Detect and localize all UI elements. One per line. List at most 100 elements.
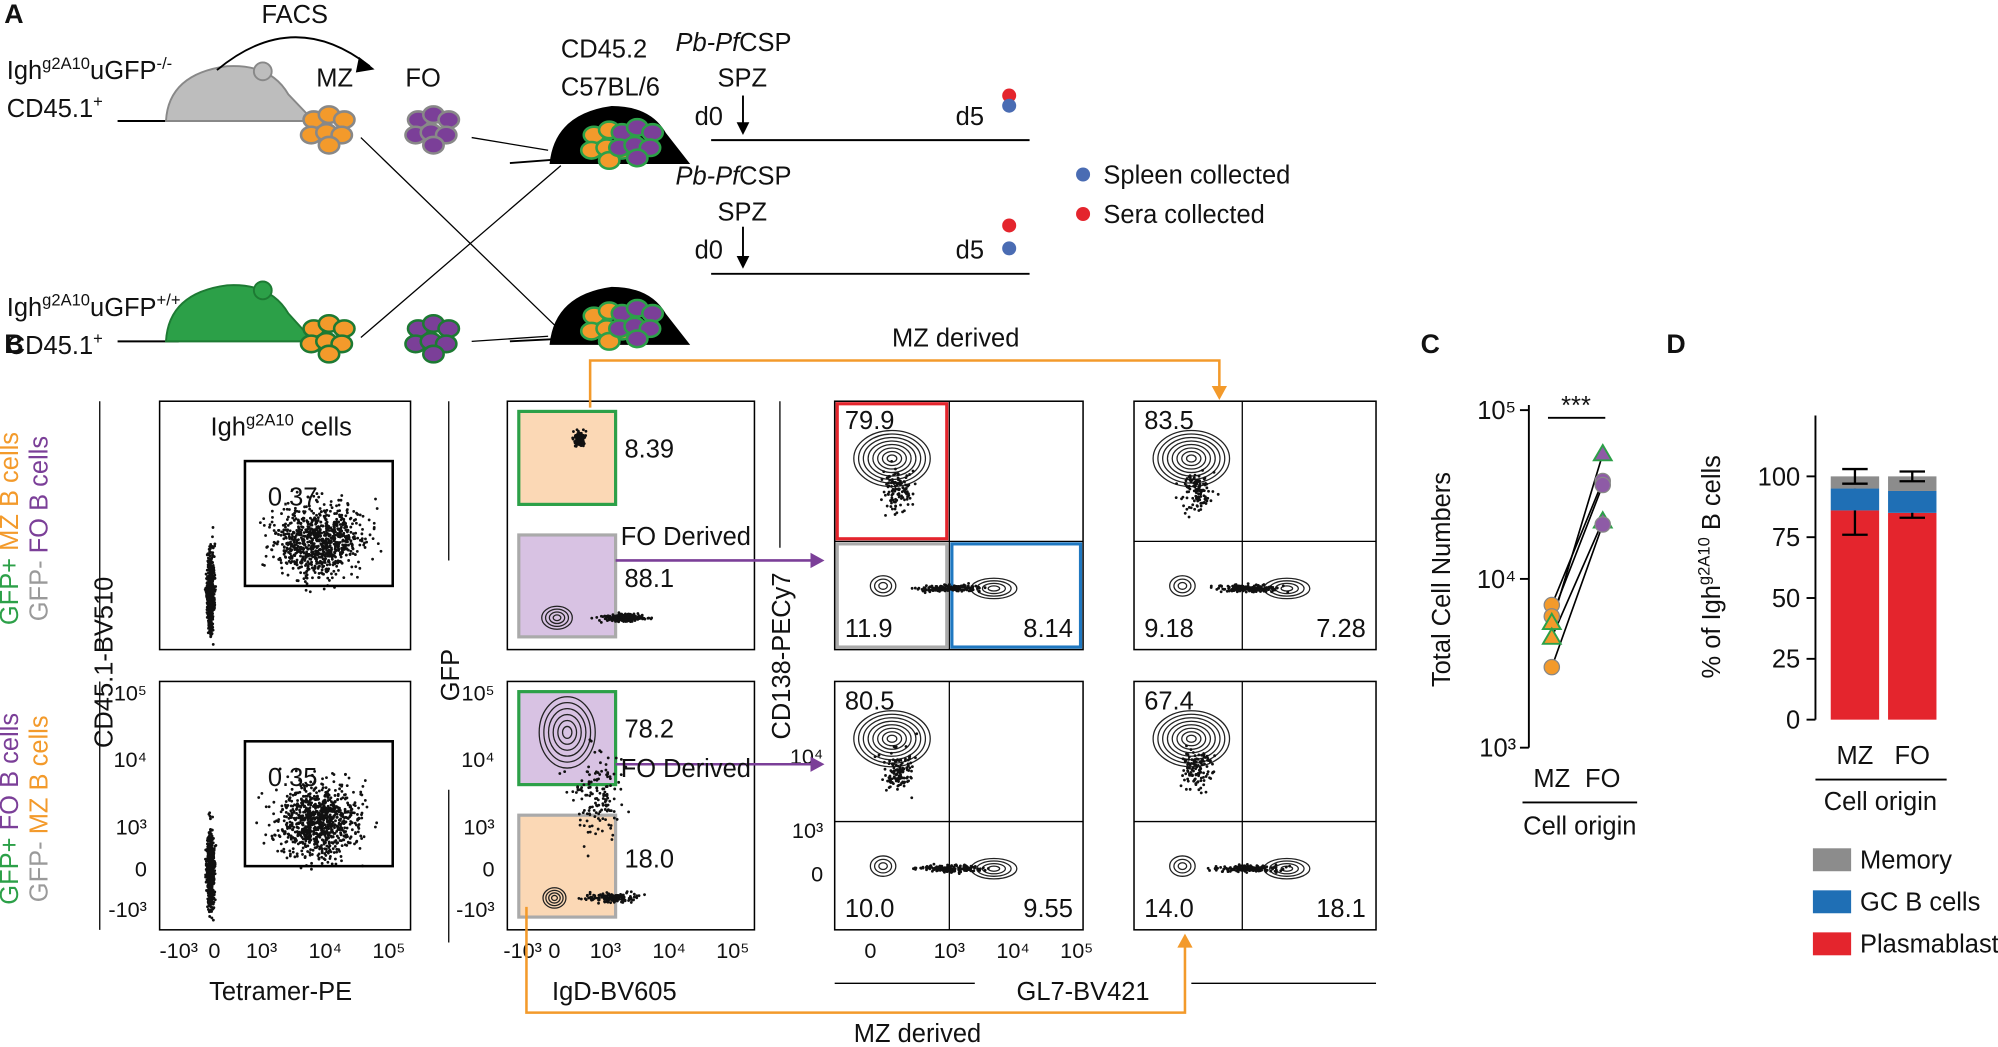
event-dot	[266, 545, 269, 549]
event-dot	[211, 642, 215, 646]
event-dot	[209, 545, 213, 549]
event-dot	[361, 802, 365, 806]
event-dot	[1231, 584, 1235, 588]
event-dot	[288, 529, 292, 533]
event-dot	[325, 563, 329, 567]
event-dot	[295, 563, 299, 567]
row-label: GFP+ MZ B cells	[0, 432, 24, 625]
event-dot	[1209, 499, 1213, 503]
event-dot	[1233, 586, 1237, 590]
contour	[987, 865, 1001, 872]
event-dot	[350, 807, 353, 811]
event-dot	[581, 428, 585, 432]
event-dot	[340, 839, 343, 843]
event-dot	[337, 836, 340, 840]
contour	[1152, 710, 1231, 768]
event-dot	[317, 816, 321, 820]
event-dot	[210, 842, 213, 846]
event-dot	[649, 617, 653, 621]
event-dot	[282, 847, 286, 851]
contour	[1177, 581, 1188, 590]
event-dot	[210, 876, 214, 880]
event-dot	[206, 862, 210, 866]
event-dot	[908, 496, 912, 500]
event-dot	[1211, 490, 1215, 493]
event-dot	[969, 866, 972, 870]
event-dot	[374, 497, 377, 501]
event-dot	[977, 590, 981, 594]
event-dot	[300, 840, 304, 844]
panel-label: B	[4, 329, 23, 359]
event-dot	[315, 537, 319, 541]
event-dot	[325, 531, 329, 535]
event-dot	[1189, 480, 1193, 483]
event-dot	[312, 542, 316, 546]
event-dot	[272, 529, 276, 532]
event-dot	[353, 842, 356, 846]
event-dot	[287, 559, 291, 563]
event-dot	[363, 799, 367, 802]
day-label: d5	[956, 103, 984, 131]
event-dot	[288, 535, 291, 539]
event-dot	[212, 855, 216, 858]
quadrant-value: 9.55	[1023, 895, 1073, 923]
event-dot	[312, 511, 316, 515]
event-dot	[315, 513, 318, 517]
event-dot	[616, 894, 619, 898]
event-dot	[890, 496, 894, 500]
event-dot	[313, 805, 317, 808]
event-dot	[337, 498, 341, 502]
event-dot	[210, 891, 214, 895]
event-dot	[1243, 587, 1247, 591]
event-dot	[952, 866, 956, 870]
event-dot	[907, 483, 911, 487]
event-dot	[1194, 494, 1198, 498]
event-dot	[276, 829, 280, 832]
event-dot	[956, 589, 960, 593]
event-dot	[913, 586, 917, 590]
event-dot	[272, 544, 275, 547]
event-dot	[1180, 497, 1183, 501]
event-dot	[211, 615, 215, 618]
event-dot	[306, 525, 310, 528]
event-dot	[343, 807, 347, 811]
event-dot	[291, 847, 295, 851]
event-dot	[206, 598, 210, 601]
event-dot	[959, 584, 963, 588]
event-dot	[204, 572, 208, 576]
event-dot	[311, 538, 314, 542]
event-dot	[280, 566, 284, 570]
donor-marker-part: +	[93, 92, 103, 111]
event-dot	[323, 509, 327, 513]
event-dot	[211, 526, 215, 529]
event-dot	[316, 516, 320, 520]
event-dot	[326, 793, 329, 797]
event-dot	[928, 865, 932, 868]
event-dot	[288, 521, 292, 525]
event-dot	[1261, 588, 1264, 592]
event-dot	[604, 895, 608, 899]
event-dot	[320, 782, 324, 786]
contour	[548, 611, 566, 625]
panel-label: A	[4, 0, 23, 29]
gate	[243, 459, 394, 588]
event-dot	[311, 576, 314, 580]
event-dot	[983, 586, 987, 590]
event-dot	[302, 551, 306, 555]
event-dot	[882, 760, 886, 764]
event-dot	[585, 893, 589, 897]
event-dot	[893, 513, 897, 516]
event-dot	[323, 514, 327, 518]
event-dot	[330, 540, 333, 544]
event-dot	[1191, 751, 1195, 754]
event-dot	[331, 809, 335, 813]
event-dot	[1184, 479, 1188, 483]
event-dot	[301, 823, 305, 827]
event-dot	[335, 512, 338, 515]
event-dot	[1267, 586, 1271, 589]
contour	[987, 585, 1001, 592]
event-dot	[282, 507, 286, 511]
event-dot	[897, 487, 900, 491]
event-dot	[272, 555, 275, 559]
contour	[873, 858, 893, 874]
